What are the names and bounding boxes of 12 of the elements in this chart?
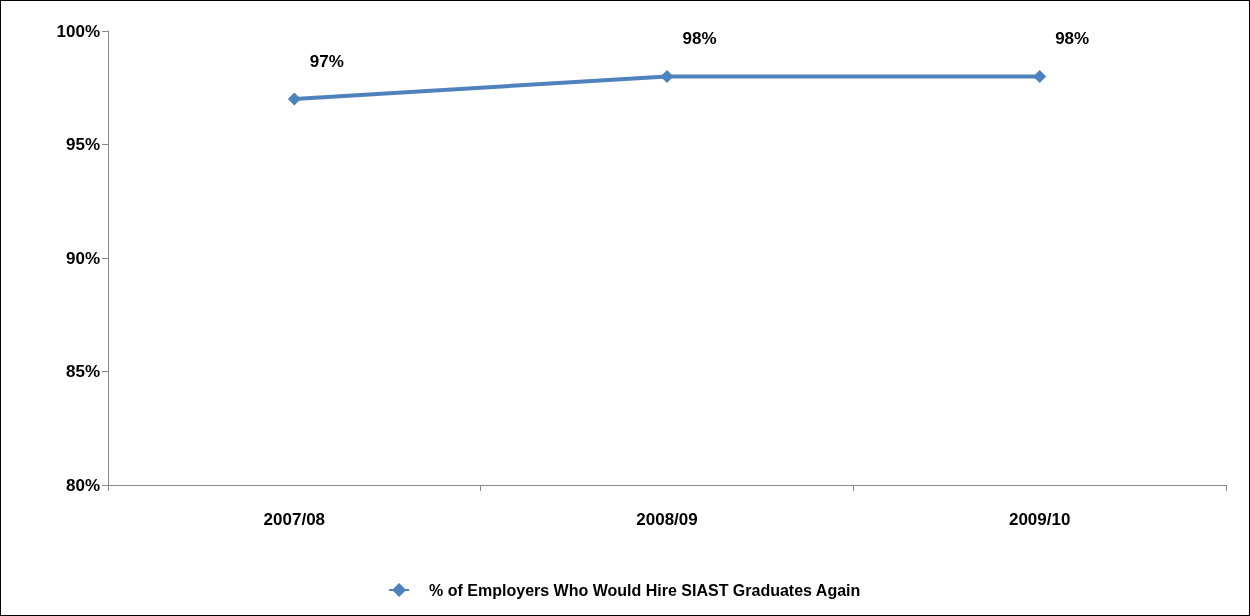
data-label: 98% (682, 28, 717, 48)
y-tick-label: 90% (65, 248, 100, 268)
data-label: 98% (1055, 28, 1090, 48)
y-tick-label: 95% (65, 135, 100, 154)
x-tick-label: 2007/08 (263, 510, 326, 529)
data-label: 97% (309, 51, 344, 71)
y-tick-label: 80% (65, 475, 100, 495)
legend-label: % of Employers Who Would Hire SIAST Graduates Again (429, 581, 861, 599)
y-tick-label: 85% (65, 362, 100, 381)
x-tick-label: 2008/09 (636, 510, 698, 529)
x-tick-label: 2009/10 (1008, 510, 1071, 529)
y-tick-label: 100% (56, 21, 100, 41)
